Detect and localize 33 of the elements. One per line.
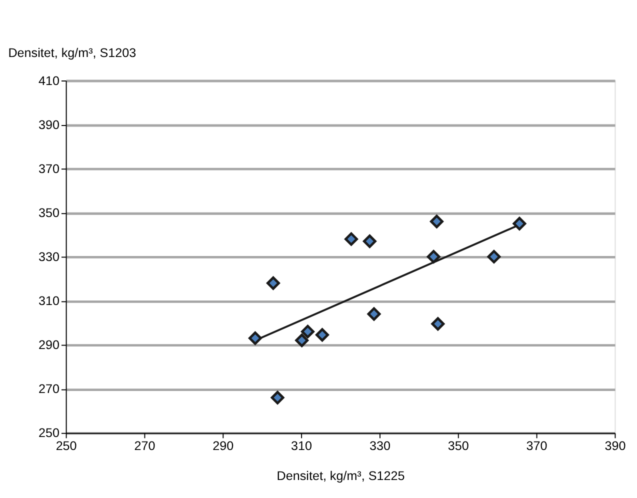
x-tick-label: 390	[604, 438, 626, 453]
point	[344, 232, 358, 246]
point	[512, 216, 526, 230]
point	[301, 324, 314, 338]
point	[248, 331, 262, 345]
x-tick-label: 290	[212, 438, 234, 453]
y-tick-label: 270	[38, 382, 60, 396]
point	[316, 328, 329, 342]
point	[270, 390, 284, 404]
y-tick-label: 330	[38, 250, 60, 264]
point	[367, 307, 381, 321]
point	[487, 250, 501, 264]
y-tick-label: 310	[38, 294, 60, 308]
y-tick-label: 390	[38, 118, 60, 132]
point	[426, 250, 440, 264]
y-tick-label: 250	[38, 426, 60, 440]
point	[266, 276, 280, 290]
x-tick-label: 310	[291, 438, 312, 453]
point	[430, 214, 444, 228]
x-axis-title: Densitet, kg/m³, S1225	[276, 468, 405, 483]
y-axis-title: Densitet, kg/m³, S1203	[8, 46, 136, 60]
y-tick-label: 370	[38, 162, 60, 176]
x-tick-label: 270	[134, 438, 156, 453]
y-tick-label: 290	[38, 338, 60, 352]
x-tick-label: 350	[448, 438, 469, 453]
x-tick-label: 330	[369, 438, 390, 453]
y-tick-label: 410	[38, 74, 60, 88]
x-tick-label: 250	[56, 438, 77, 453]
x-tick-label: 370	[526, 438, 548, 453]
point	[431, 317, 445, 331]
y-tick-label: 350	[38, 206, 60, 220]
point	[295, 334, 309, 348]
point	[362, 234, 376, 248]
